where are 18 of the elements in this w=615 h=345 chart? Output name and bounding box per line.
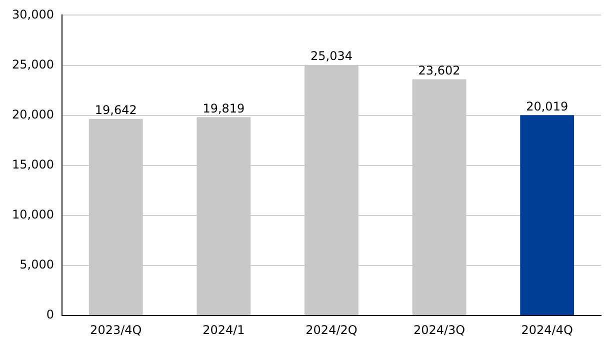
y-tick-label: 5,000: [20, 258, 54, 272]
x-tick-label: 2023/4Q: [90, 322, 142, 337]
data-label: 23,602: [418, 63, 460, 78]
x-tick-label: 2024/4Q: [521, 322, 573, 337]
data-label: 19,819: [202, 101, 245, 116]
x-tick-label: 2024/1: [202, 322, 245, 337]
x-tick-label: 2024/2Q: [306, 322, 358, 337]
y-tick-label: 20,000: [12, 107, 54, 122]
bar: [520, 115, 574, 316]
y-tick-label: 30,000: [12, 7, 54, 22]
y-tick-label: 15,000: [12, 158, 54, 172]
data-label: 19,642: [94, 103, 137, 118]
y-tick-label: 25,000: [12, 57, 54, 72]
data-label: 25,034: [310, 49, 352, 64]
y-tick-label: 0: [46, 308, 54, 322]
y-tick-label: 10,000: [12, 208, 54, 222]
data-label: 20,019: [526, 99, 568, 114]
x-tick-label: 2024/3Q: [413, 322, 466, 337]
